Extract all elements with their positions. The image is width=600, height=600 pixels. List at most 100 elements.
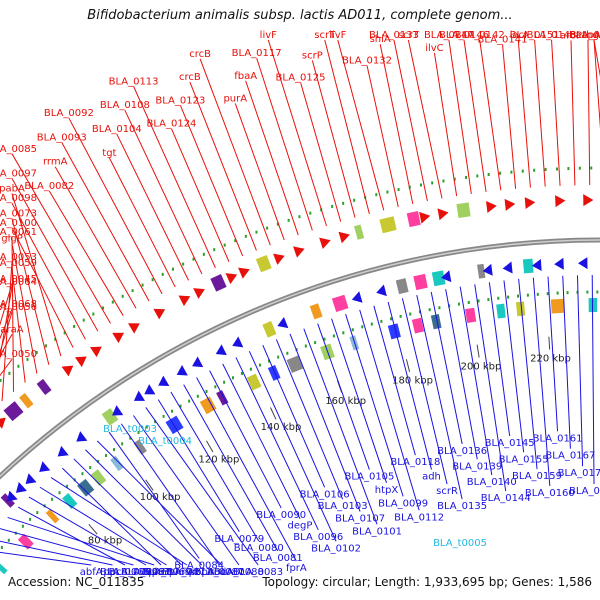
inner-dot-track — [58, 491, 61, 495]
outer-dot-track — [342, 201, 345, 205]
reverse-gene-label: BLA_0160 — [525, 488, 575, 499]
reverse-gene-label: ppc — [103, 567, 121, 578]
reverse-gene-label: BLA_0171 — [558, 468, 600, 479]
reverse-gene-label: BLA_0145 — [485, 438, 535, 449]
inner-feature-block — [0, 563, 8, 575]
reverse-gene-arrow — [502, 261, 513, 274]
outer-dot-track — [26, 357, 29, 361]
forward-gene-leader-line — [11, 243, 38, 374]
reverse-gene-label: BLA_0090 — [256, 510, 306, 521]
forward-feature-block — [19, 393, 34, 409]
map-title: Bifidobacterium animalis subsp. lactis A… — [87, 8, 513, 23]
reverse-gene-label: rodA — [210, 567, 233, 578]
inner-dot-track — [196, 394, 199, 398]
forward-gene-leader-line — [11, 153, 111, 324]
outer-dot-track — [151, 278, 154, 282]
inner-dot-track — [304, 344, 307, 348]
reverse-gene-label: BLA_0139 — [452, 461, 502, 472]
forward-gene-leader-line — [551, 39, 561, 186]
reverse-gene-leader-line — [196, 377, 297, 562]
reverse-gene-arrow — [158, 375, 170, 387]
forward-gene-leader-line — [61, 142, 150, 302]
reverse-gene-leader-line — [562, 275, 571, 449]
forward-gene-leader-line — [199, 58, 271, 246]
reverse-gene-arrow — [15, 482, 27, 493]
forward-gene-label: shiA — [370, 34, 391, 45]
forward-gene-arrow — [128, 323, 140, 334]
scale-label: 220 kbp — [530, 354, 571, 365]
forward-gene-label: pabA — [0, 183, 25, 194]
outer-dot-track — [397, 188, 400, 192]
reverse-feature-block — [522, 258, 534, 274]
reverse-gene-arrow — [482, 263, 493, 276]
inner-dot-track — [586, 290, 589, 294]
outer-dot-track — [419, 183, 422, 187]
inner-dot-track — [66, 484, 69, 488]
forward-gene-label: crcB — [179, 72, 201, 83]
forward-gene-leader-line — [234, 103, 285, 241]
reverse-gene-leader-line — [591, 275, 595, 485]
forward-gene-label: BLA_0147 — [424, 30, 474, 41]
inner-dot-track — [137, 431, 140, 435]
reverse-gene-leader-line — [157, 399, 240, 533]
inner-dot-track — [409, 312, 412, 316]
inner-dot-track — [249, 367, 252, 371]
inner-dot-track — [566, 291, 569, 295]
reverse-gene-arrow — [144, 384, 156, 395]
forward-gene-leader-line — [502, 44, 517, 189]
forward-gene-label: BLA_0061 — [0, 227, 37, 238]
forward-gene-leader-line — [11, 218, 50, 365]
outer-dot-track — [353, 198, 356, 202]
reverse-gene-arrow — [232, 336, 244, 348]
reverse-gene-arrow — [578, 257, 588, 270]
scale-tick — [88, 523, 98, 535]
inner-dot-track — [29, 517, 32, 521]
reverse-gene-leader-line — [133, 415, 240, 566]
forward-gene-arrow — [0, 417, 6, 429]
inner-dot-track — [351, 328, 354, 332]
inner-dot-track — [268, 359, 271, 363]
forward-gene-leader-line — [393, 39, 428, 202]
inner-dot-track — [323, 337, 326, 341]
reverse-gene-leader-line — [289, 333, 361, 512]
reverse-gene-leader-line — [73, 458, 182, 566]
reverse-gene-leader-line — [547, 276, 559, 432]
reverse-gene-arrow — [39, 461, 51, 472]
reverse-gene-label: BLA_0103 — [318, 501, 368, 512]
reverse-gene-arrow — [192, 356, 204, 368]
forward-gene-arrow — [90, 346, 102, 358]
outer-dot-track — [171, 267, 174, 271]
inner-feature-block — [199, 396, 217, 415]
forward-gene-leader-line — [448, 39, 472, 194]
reverse-gene-label: BLA_0167 — [545, 451, 595, 462]
inner-dot-track — [188, 399, 191, 403]
forward-gene-label: BLA_0142 — [455, 30, 505, 41]
forward-gene-label: BLA_0108 — [100, 100, 150, 111]
forward-feature-block — [456, 202, 471, 219]
reverse-gene-leader-line — [459, 286, 493, 476]
inner-feature-block — [267, 364, 281, 381]
inner-dot-track — [418, 310, 421, 314]
forward-gene-leader-line — [0, 311, 13, 354]
reverse-gene-leader-line — [474, 284, 507, 492]
inner-feature-block — [62, 493, 78, 510]
reverse-gene-leader-line — [373, 305, 416, 456]
forward-gene-label: BLA_0157 — [569, 30, 600, 41]
forward-gene-label: BLA_0093 — [37, 132, 87, 143]
reverse-gene-label: BLA_0107 — [335, 514, 385, 525]
reverse-gene-leader-line — [0, 528, 134, 566]
reverse-gene-arrow — [277, 316, 289, 329]
outer-dot-track — [276, 222, 279, 226]
forward-gene-leader-line — [570, 40, 576, 186]
genome-backbone-highlight — [0, 239, 600, 478]
forward-gene-arrow — [338, 231, 350, 244]
inner-dot-track — [21, 524, 24, 528]
trna-label: BLA_t0005 — [433, 538, 487, 549]
inner-dot-track — [596, 290, 599, 294]
outer-dot-track — [465, 175, 468, 179]
inner-dot-track — [526, 293, 529, 297]
inner-dot-track — [277, 355, 280, 359]
reverse-gene-arrow — [57, 445, 69, 457]
inner-dot-track — [105, 453, 108, 457]
reverse-gene-label: BLA_0083 — [233, 567, 283, 578]
